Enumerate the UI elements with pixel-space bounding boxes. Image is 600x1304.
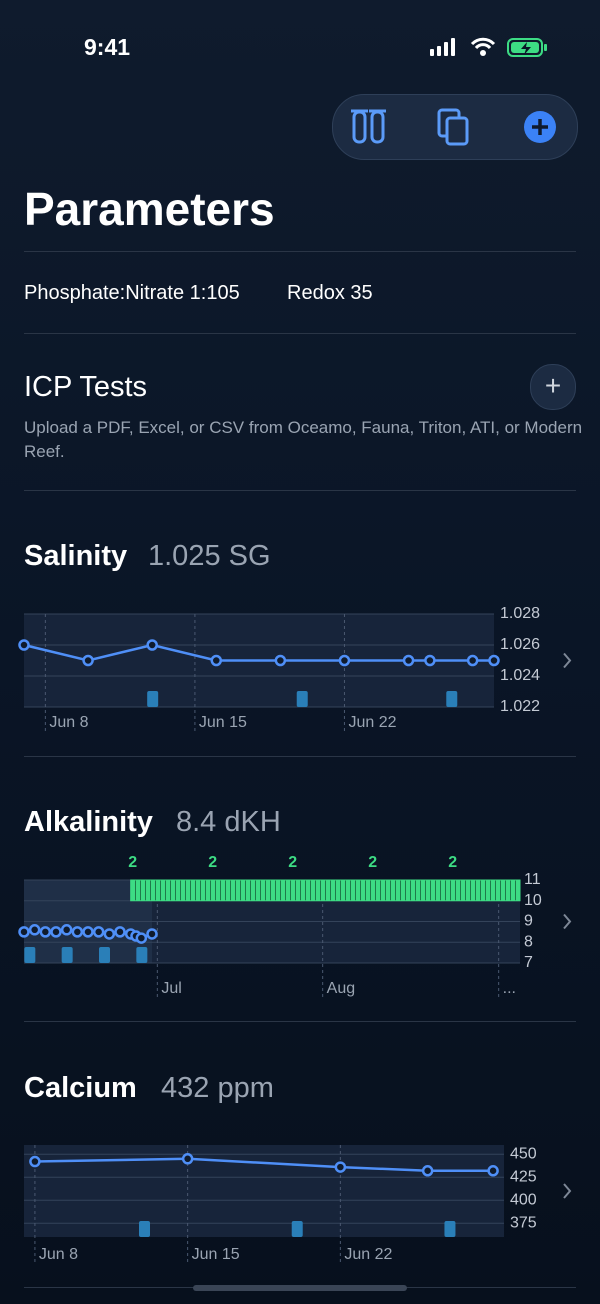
data-point [82,926,94,938]
parameter-name: Alkalinity [24,806,153,838]
divider [24,1021,576,1022]
event-marker [61,947,73,963]
data-point [82,654,94,667]
band-label: 2 [128,854,137,871]
data-point [402,654,415,667]
data-point [39,926,52,938]
data-point [92,926,105,938]
page-title: Parameters [24,183,275,235]
data-point [50,926,62,938]
trend-line [23,643,494,662]
y-tick-label: 11 [524,871,541,888]
event-marker [444,1221,456,1237]
toolbar-icons [351,108,556,146]
status-time: 9:41 [84,34,131,60]
data-point [424,654,436,667]
data-point [60,924,73,936]
data-point [71,926,84,938]
event-marker [296,691,308,707]
data-point [146,928,158,940]
y-tick-label: 450 [510,1145,537,1162]
parameter-name: Salinity [24,540,128,572]
y-tick-label: 375 [510,1214,537,1231]
data-point [488,654,500,667]
event-marker [24,947,36,963]
event-marker [446,691,458,707]
data-point [18,926,30,938]
y-tick-label: 425 [510,1168,537,1185]
x-tick-label: Jun 22 [348,714,396,731]
data-point [487,1165,499,1177]
add-icp-button[interactable]: + [530,364,576,410]
summary-item: Redox 35 [287,282,373,304]
x-tick-label: Jun 8 [49,714,88,731]
event-marker [291,1221,303,1237]
data-point [114,926,126,938]
band-label: 2 [288,854,297,871]
y-tick-label: 1.022 [500,698,540,715]
data-point [210,654,223,667]
y-tick-label: 1.024 [500,667,540,684]
parameter-reading: 8.4 dKH [176,806,281,838]
x-tick-label: Jun 15 [199,714,247,731]
section-description: Upload a PDF, Excel, or CSV from Oceamo,… [24,418,583,461]
data-point [181,1153,194,1165]
x-tick-label: Aug [327,980,355,997]
divider [24,251,576,252]
status-icons [430,37,547,57]
y-tick-label: 9 [524,913,533,930]
chevron[interactable] [563,913,572,930]
data-point [466,654,479,667]
section-title: ICP Tests [24,371,148,403]
parameter-reading: 432 ppm [161,1072,274,1104]
divider [24,333,576,334]
add-button[interactable] [524,111,556,143]
x-tick-label: Jul [161,980,181,997]
y-tick-label: 1.026 [500,636,540,653]
data-point [28,924,41,936]
data-point [29,1155,41,1168]
y-tick-label: 10 [524,892,542,909]
y-tick-label: 7 [524,954,533,971]
data-point [135,932,148,944]
data-point [338,654,351,667]
chevron[interactable] [563,1183,572,1199]
divider [24,490,576,491]
data-point [274,654,287,667]
data-point [421,1165,434,1177]
data-point [18,639,30,651]
y-tick-label: 1.028 [500,605,540,622]
summary-item: Phosphate:Nitrate 1:105 [24,282,240,304]
data-point [146,639,158,651]
band-label: 2 [208,854,217,871]
home-indicator [193,1285,407,1291]
parameter-reading: 1.025 SG [148,540,271,572]
event-marker [147,691,159,707]
event-marker [136,947,148,963]
x-tick-label: ... [503,980,516,997]
tests-button[interactable] [351,109,386,144]
chevron[interactable] [563,652,572,669]
divider [24,756,576,757]
band-label: 2 [368,854,377,871]
event-marker [99,947,110,963]
documents-button[interactable] [437,108,469,146]
x-tick-label: Jun 8 [39,1246,78,1263]
data-point [334,1161,347,1173]
event-marker [139,1221,150,1237]
y-tick-label: 8 [524,933,533,950]
data-point [103,928,116,940]
y-tick-label: 400 [510,1191,537,1208]
band-label: 2 [448,854,457,871]
x-tick-label: Jun 22 [344,1246,392,1263]
parameter-name: Calcium [24,1072,137,1104]
x-tick-label: Jun 15 [192,1246,240,1263]
target-band [130,879,521,902]
